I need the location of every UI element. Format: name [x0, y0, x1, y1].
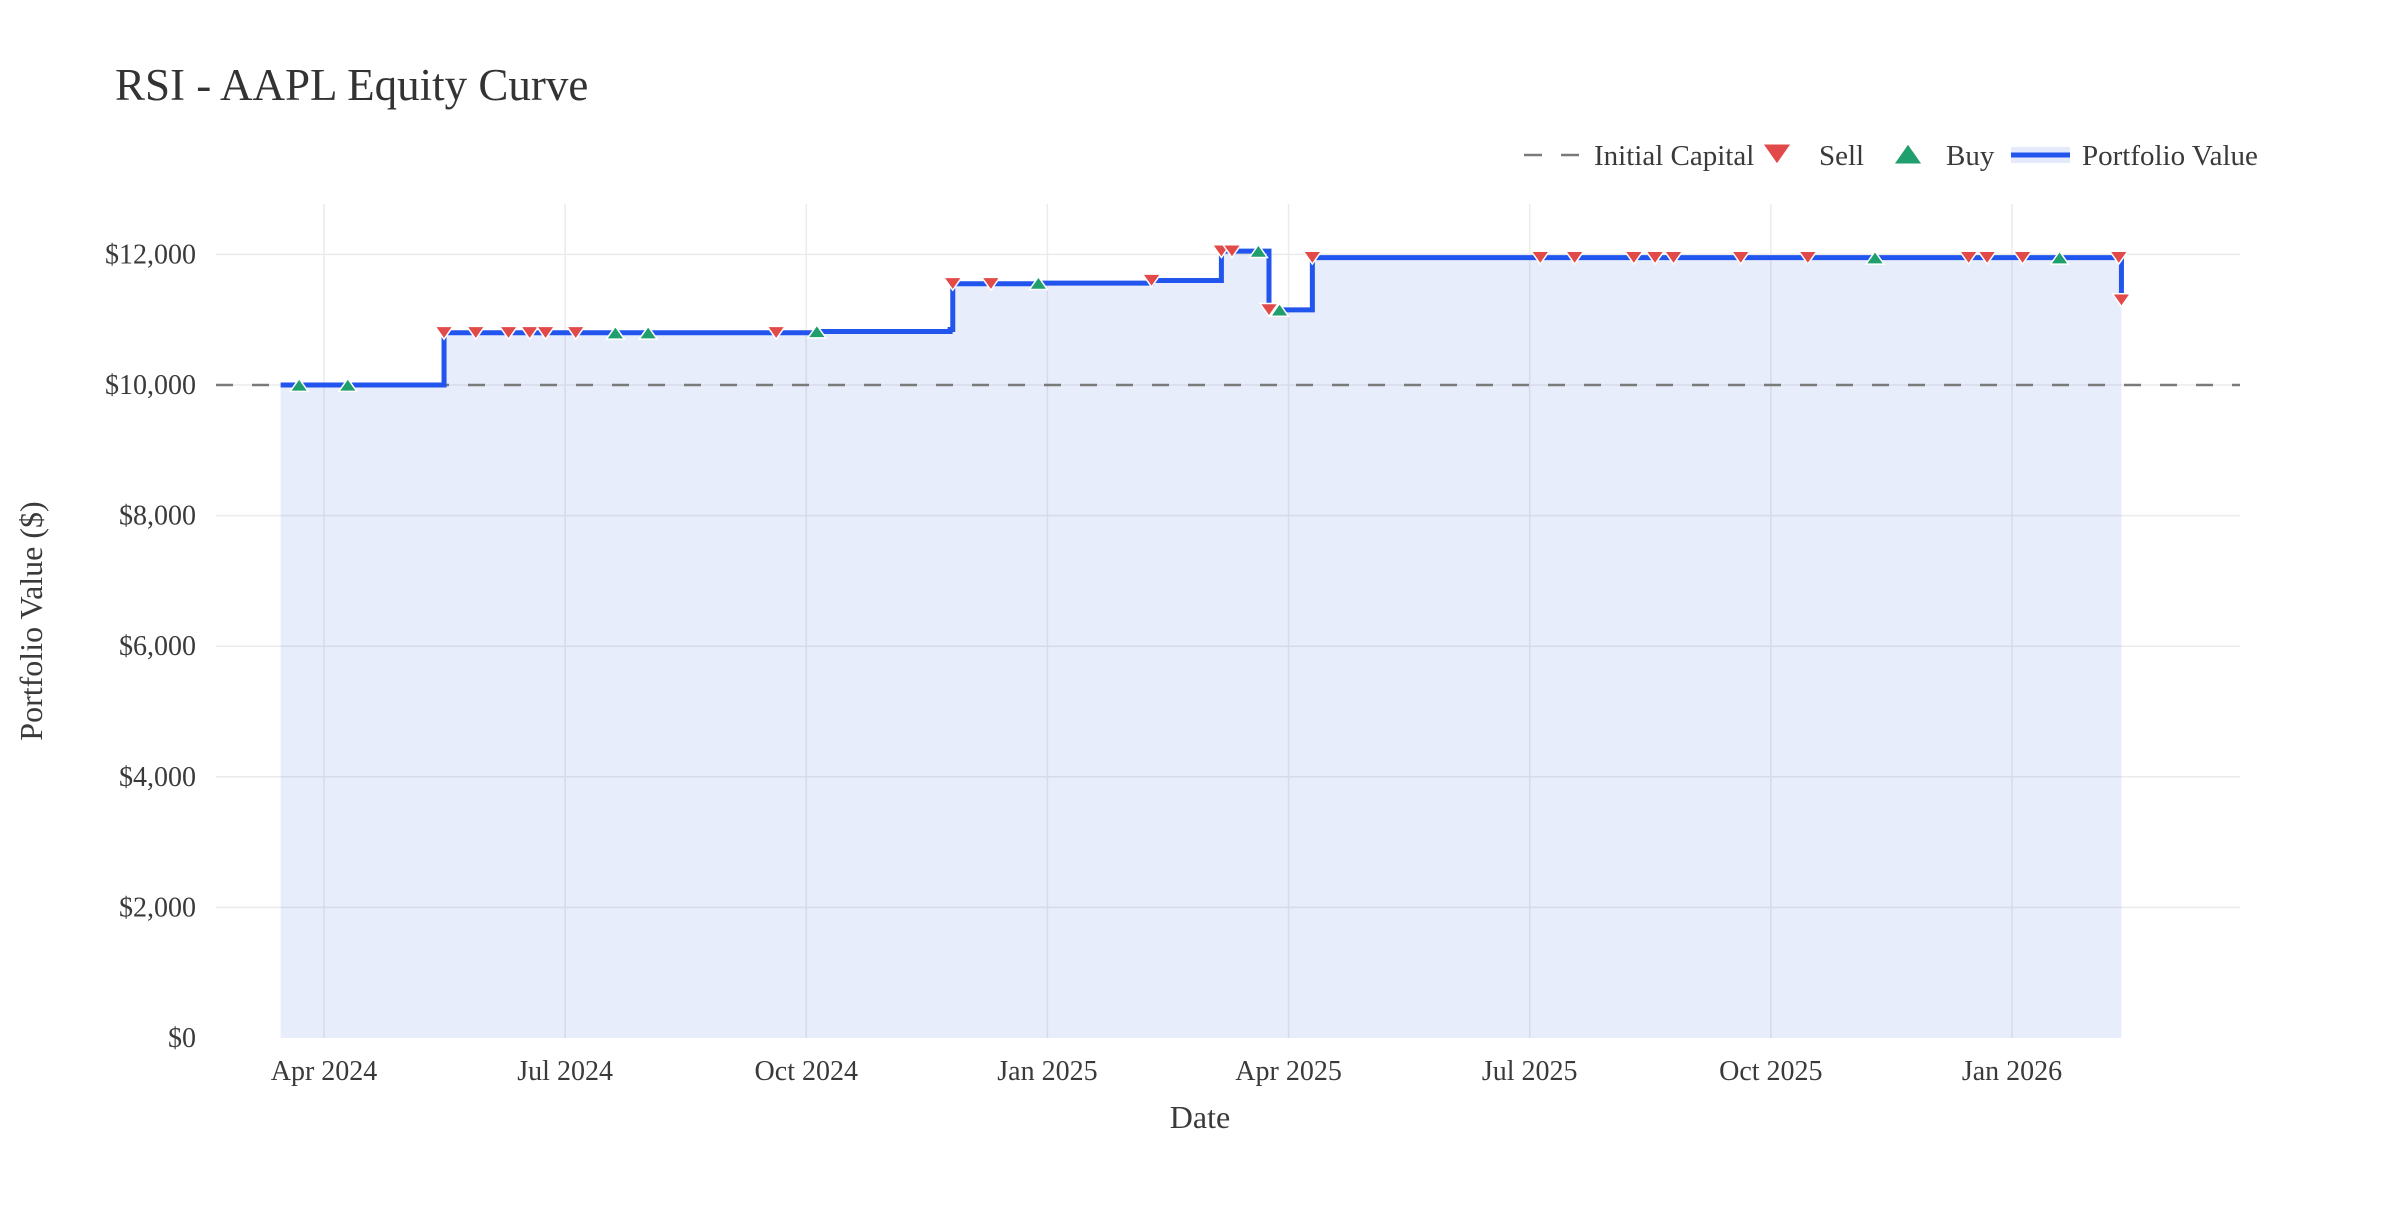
svg-text:Jan 2025: Jan 2025 — [997, 1056, 1097, 1087]
svg-text:Date: Date — [1170, 1099, 1230, 1135]
svg-text:Portfolio Value ($): Portfolio Value ($) — [13, 501, 49, 740]
svg-text:Apr 2024: Apr 2024 — [271, 1056, 378, 1087]
svg-text:Oct 2025: Oct 2025 — [1719, 1056, 1822, 1087]
svg-text:$10,000: $10,000 — [105, 370, 196, 401]
svg-text:Apr 2025: Apr 2025 — [1235, 1056, 1342, 1087]
svg-text:$2,000: $2,000 — [119, 892, 196, 923]
svg-text:Portfolio Value: Portfolio Value — [2082, 140, 2258, 172]
svg-text:Buy: Buy — [1946, 140, 1995, 172]
svg-text:Initial Capital: Initial Capital — [1594, 140, 1754, 172]
svg-text:$0: $0 — [168, 1023, 196, 1054]
svg-text:$6,000: $6,000 — [119, 631, 196, 662]
svg-text:Oct 2024: Oct 2024 — [755, 1056, 858, 1087]
svg-text:RSI - AAPL Equity Curve: RSI - AAPL Equity Curve — [115, 60, 588, 110]
svg-text:Jul 2024: Jul 2024 — [517, 1056, 613, 1087]
svg-text:$4,000: $4,000 — [119, 762, 196, 793]
svg-text:Sell: Sell — [1819, 140, 1864, 172]
svg-text:Jan 2026: Jan 2026 — [1962, 1056, 2062, 1087]
svg-text:Jul 2025: Jul 2025 — [1482, 1056, 1578, 1087]
svg-text:$12,000: $12,000 — [105, 239, 196, 270]
svg-text:$8,000: $8,000 — [119, 501, 196, 532]
